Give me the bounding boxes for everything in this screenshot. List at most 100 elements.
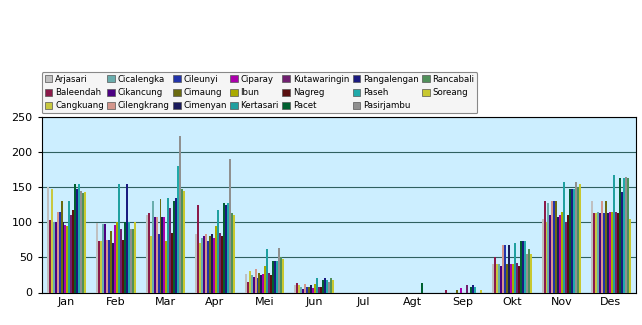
Bar (60, 201, 62, 292)
Bar (316, 279, 318, 292)
Bar (84, 192, 86, 292)
Bar (274, 261, 276, 292)
Bar (223, 203, 225, 292)
Bar (579, 184, 581, 292)
Bar (320, 287, 322, 292)
Bar (266, 249, 268, 292)
Bar (599, 213, 601, 292)
Bar (211, 234, 213, 292)
Bar (496, 265, 498, 292)
Legend: Arjasari, Baleendah, Cangkuang, Cicalengka, Cikancung, Cilengkrang, Cileunyi, Ci: Arjasari, Baleendah, Cangkuang, Cicaleng… (42, 72, 478, 113)
Bar (169, 208, 171, 292)
Bar (56, 213, 58, 292)
Bar (597, 212, 599, 292)
Bar (557, 217, 559, 292)
Bar (130, 229, 132, 292)
Bar (492, 265, 494, 292)
Bar (318, 287, 320, 292)
Bar (607, 213, 609, 292)
Bar (254, 269, 257, 292)
Bar (73, 210, 74, 292)
Bar (546, 222, 548, 292)
Bar (498, 265, 500, 292)
Bar (122, 240, 124, 292)
Bar (322, 280, 324, 292)
Bar (528, 249, 530, 292)
Bar (134, 222, 135, 292)
Bar (263, 274, 265, 292)
Bar (215, 226, 217, 292)
Bar (526, 254, 528, 292)
Bar (53, 222, 55, 292)
Bar (516, 263, 518, 292)
Bar (96, 223, 98, 292)
Bar (245, 274, 247, 292)
Bar (229, 159, 230, 292)
Bar (126, 184, 128, 292)
Bar (591, 201, 593, 292)
Bar (621, 192, 623, 292)
Bar (104, 224, 106, 292)
Bar (559, 215, 561, 292)
Bar (520, 241, 522, 292)
Bar (553, 201, 555, 292)
Bar (203, 236, 205, 292)
Bar (605, 201, 607, 292)
Bar (281, 257, 282, 292)
Bar (296, 283, 298, 292)
Bar (494, 257, 496, 292)
Bar (108, 240, 110, 292)
Bar (197, 205, 199, 292)
Bar (195, 234, 197, 292)
Bar (272, 261, 274, 292)
Bar (98, 241, 100, 292)
Bar (51, 188, 53, 292)
Bar (524, 241, 526, 292)
Bar (421, 283, 423, 292)
Bar (512, 265, 514, 292)
Bar (542, 219, 544, 292)
Bar (114, 225, 116, 292)
Bar (502, 245, 504, 292)
Bar (155, 217, 157, 292)
Bar (615, 212, 617, 292)
Bar (175, 198, 177, 292)
Bar (568, 215, 569, 292)
Bar (304, 284, 306, 292)
Bar (575, 182, 577, 292)
Bar (282, 259, 284, 292)
Bar (199, 243, 201, 292)
Bar (159, 199, 162, 292)
Bar (298, 285, 300, 293)
Bar (148, 213, 150, 292)
Bar (110, 231, 112, 292)
Bar (571, 189, 573, 292)
Bar (116, 222, 118, 292)
Bar (300, 287, 302, 292)
Bar (150, 236, 152, 292)
Bar (619, 178, 621, 292)
Bar (230, 213, 233, 292)
Bar (265, 266, 266, 292)
Bar (504, 245, 506, 292)
Bar (312, 288, 314, 292)
Bar (573, 189, 575, 292)
Bar (58, 212, 60, 292)
Bar (466, 285, 468, 293)
Bar (257, 278, 259, 292)
Bar (171, 233, 173, 292)
Bar (49, 220, 51, 292)
Bar (268, 273, 270, 292)
Bar (625, 177, 627, 292)
Bar (569, 189, 571, 292)
Bar (247, 282, 248, 293)
Bar (259, 273, 261, 292)
Bar (183, 191, 186, 292)
Bar (601, 201, 603, 292)
Bar (118, 184, 120, 292)
Bar (627, 178, 629, 292)
Bar (306, 287, 308, 292)
Bar (221, 236, 223, 292)
Bar (460, 288, 462, 292)
Bar (201, 239, 203, 292)
